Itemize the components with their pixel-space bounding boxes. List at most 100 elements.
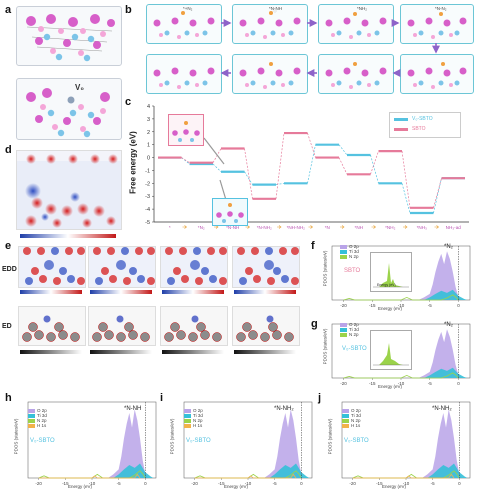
state-structure-icon [407, 12, 467, 39]
pdos-h-ylabel: PDOS (states/eV) [13, 418, 19, 455]
energy-connector [338, 144, 348, 156]
step-arrow-icon [308, 225, 313, 229]
panel-label-g: g [311, 318, 318, 330]
density-blob [173, 267, 181, 275]
density-blob [239, 277, 247, 285]
pdos-h-xlabel: Energy (eV) [68, 484, 93, 489]
edd-row-label: EDD [2, 266, 17, 273]
density-blob [93, 247, 101, 255]
y-tick-label: -1 [145, 168, 150, 174]
density-blob [265, 247, 273, 255]
pdos-g-xlabel: Energy (eV) [378, 384, 403, 389]
density-blob [207, 247, 215, 255]
density-blob [176, 330, 186, 340]
ed-colorbar [162, 350, 224, 354]
energy-connector [181, 157, 190, 164]
edd-map [232, 246, 300, 288]
step-arrow-icon [277, 225, 282, 229]
density-blob [23, 247, 31, 255]
x-tick-label: -20 [349, 481, 356, 486]
energy-connector [244, 171, 253, 185]
density-blob [98, 322, 108, 332]
density-blob [31, 267, 39, 275]
ed-map [160, 306, 228, 346]
density-blob [137, 275, 145, 283]
state-structure-icon [153, 11, 215, 39]
x-tick-label: -10 [398, 303, 405, 308]
density-blob [104, 330, 114, 340]
y-tick-label: 4 [147, 104, 150, 110]
density-blob [251, 247, 259, 255]
density-blob [22, 332, 32, 342]
density-blob [46, 332, 56, 342]
density-blob [51, 247, 59, 255]
state-structure-icon [325, 12, 387, 39]
density-blob [209, 275, 217, 283]
x-tick-label: -20 [191, 481, 198, 486]
panel-c-free-energy: 4 3 2 1 0 -1 -2 -3 -4 -5 * *N₂ *N-NH *N-NH₂ *NH-NH₂ *N *… [124, 100, 476, 240]
y-tick-label: -5 [145, 220, 150, 226]
x-tick-label: -5 [428, 381, 432, 386]
x-tick-label: -15 [62, 481, 69, 486]
step-arrow-icon [245, 225, 250, 229]
free-energy-legend: V₀-SBTO SBTO [389, 112, 461, 138]
free-energy-chart: 4 3 2 1 0 -1 -2 -3 -4 -5 * *N₂ *N-NH *N-NH₂ *NH-NH₂ *N *… [145, 104, 469, 230]
density-blob [54, 322, 64, 332]
pdos-plot-f: -20 -15 -10 -5 0 [331, 245, 471, 308]
state-box-7 [318, 54, 394, 94]
x-tick-label: -15 [369, 381, 376, 386]
step-arrow-icon [182, 225, 187, 229]
inset-pointer [203, 137, 225, 165]
density-blob [65, 247, 73, 255]
panel-f-pdos: -20 -15 -10 -5 0 PDOS (states/eV) Energy (eV… [318, 242, 474, 314]
density-blob [195, 277, 203, 285]
density-blob [28, 322, 38, 332]
density-blob [291, 277, 299, 285]
density-blob [281, 275, 289, 283]
pdos-g-species: *N₂ [444, 322, 453, 328]
pdos-plot-h: -20 -15 -10 -5 0 [27, 401, 157, 486]
h1s-line [38, 473, 141, 479]
density-blob [67, 275, 75, 283]
reaction-arrows [220, 19, 440, 77]
x-tick-label: -20 [340, 303, 347, 308]
y-tick-label: 0 [147, 156, 150, 162]
x-tick-label: 0 [457, 381, 460, 386]
density-blob [219, 247, 227, 255]
density-blob [77, 277, 85, 285]
step-arrow-icon [340, 225, 345, 229]
x-step-label: NH₃-ad [446, 225, 462, 230]
density-blob [107, 247, 115, 255]
density-blob [279, 247, 287, 255]
density-blob [58, 330, 68, 340]
ed-map [18, 306, 86, 346]
inset-structure-sbto [168, 114, 204, 146]
x-tick-label: -5 [117, 481, 121, 486]
x-step-label: *N-NH [226, 225, 239, 230]
state-structure-icon [153, 67, 215, 89]
pdos-g-ylabel: PDOS (states/eV) [322, 328, 328, 365]
density-blob [59, 267, 67, 275]
density-blob [272, 330, 282, 340]
energy-connector [370, 154, 379, 184]
panel-j-pdos: -20 -15 -10 -5 0 PDOS (states/eV) Energy (eV… [328, 398, 474, 492]
pdos-h-species: *N-NH [124, 406, 142, 412]
panel-label-i: i [160, 392, 164, 404]
o2p-area [418, 251, 462, 300]
h1s-line [352, 473, 455, 479]
x-tick-label: -15 [369, 303, 376, 308]
energy-connector [275, 182, 285, 185]
y-tick-label: 1 [147, 143, 150, 149]
density-blob [188, 332, 198, 342]
density-blob [237, 247, 245, 255]
x-tick-label: 0 [458, 481, 461, 486]
energy-connector [307, 132, 316, 158]
x-step-label: *NH-NH₂ [287, 225, 306, 230]
panel-d-colorbar [20, 234, 116, 238]
density-blob [116, 315, 124, 323]
x-tick-label: -5 [431, 481, 435, 486]
panel-i-pdos: -20 -15 -10 -5 0 PDOS (states/eV) Energy (eV… [170, 398, 316, 492]
pdos-plot-j: -20 -15 -10 -5 0 [341, 401, 471, 486]
x-tick-label: 0 [457, 303, 460, 308]
step-arrow-icon [434, 225, 439, 229]
